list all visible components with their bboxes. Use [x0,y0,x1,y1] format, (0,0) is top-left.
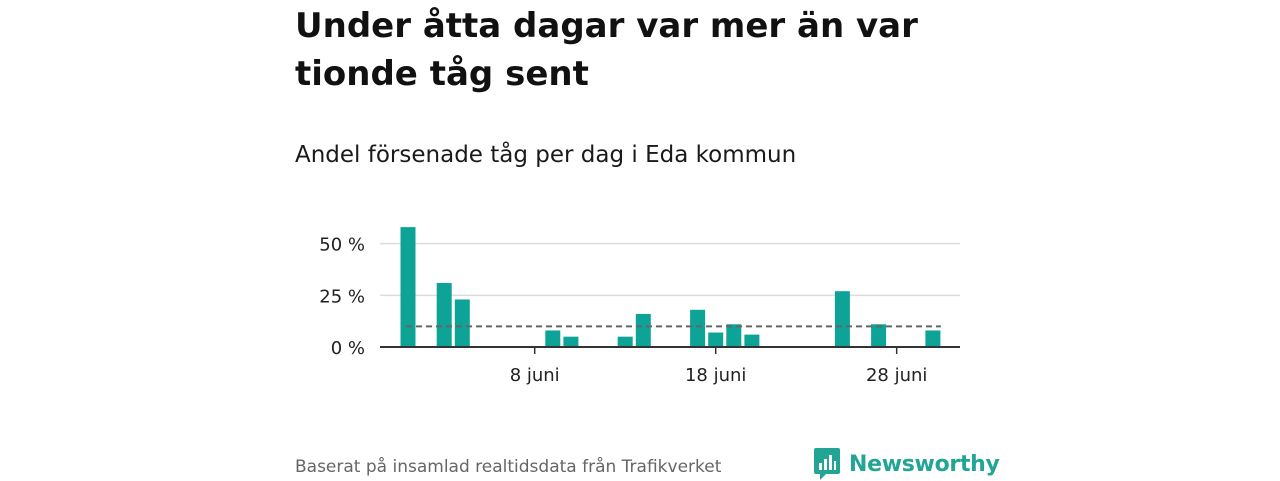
bar [726,324,742,347]
brand-name: Newsworthy [849,451,1000,477]
chart-title: Under åtta dagar var mer än var tionde t… [295,6,918,94]
y-tick-label: 50 % [319,235,365,256]
bar [436,282,452,347]
y-tick-label: 0 % [331,338,365,359]
bar [617,336,633,347]
bar [690,309,706,347]
bar [635,313,651,347]
x-tick-label: 28 juni [866,365,927,386]
bar [400,227,416,347]
x-tick-label: 8 juni [510,365,560,386]
bar [454,299,470,347]
bar [563,336,579,347]
bar [708,332,724,347]
brand-logo: Newsworthy [813,447,1000,481]
x-tick-label: 18 juni [685,365,746,386]
source-note: Baserat på insamlad realtidsdata från Tr… [295,457,722,477]
bar [545,330,561,347]
bar [871,324,887,347]
bar [925,330,941,347]
bar [834,291,850,347]
y-tick-label: 25 % [319,286,365,307]
bar [744,334,760,347]
chart-subtitle: Andel försenade tåg per dag i Eda kommun [295,142,797,168]
newsworthy-logo-icon [814,448,840,480]
